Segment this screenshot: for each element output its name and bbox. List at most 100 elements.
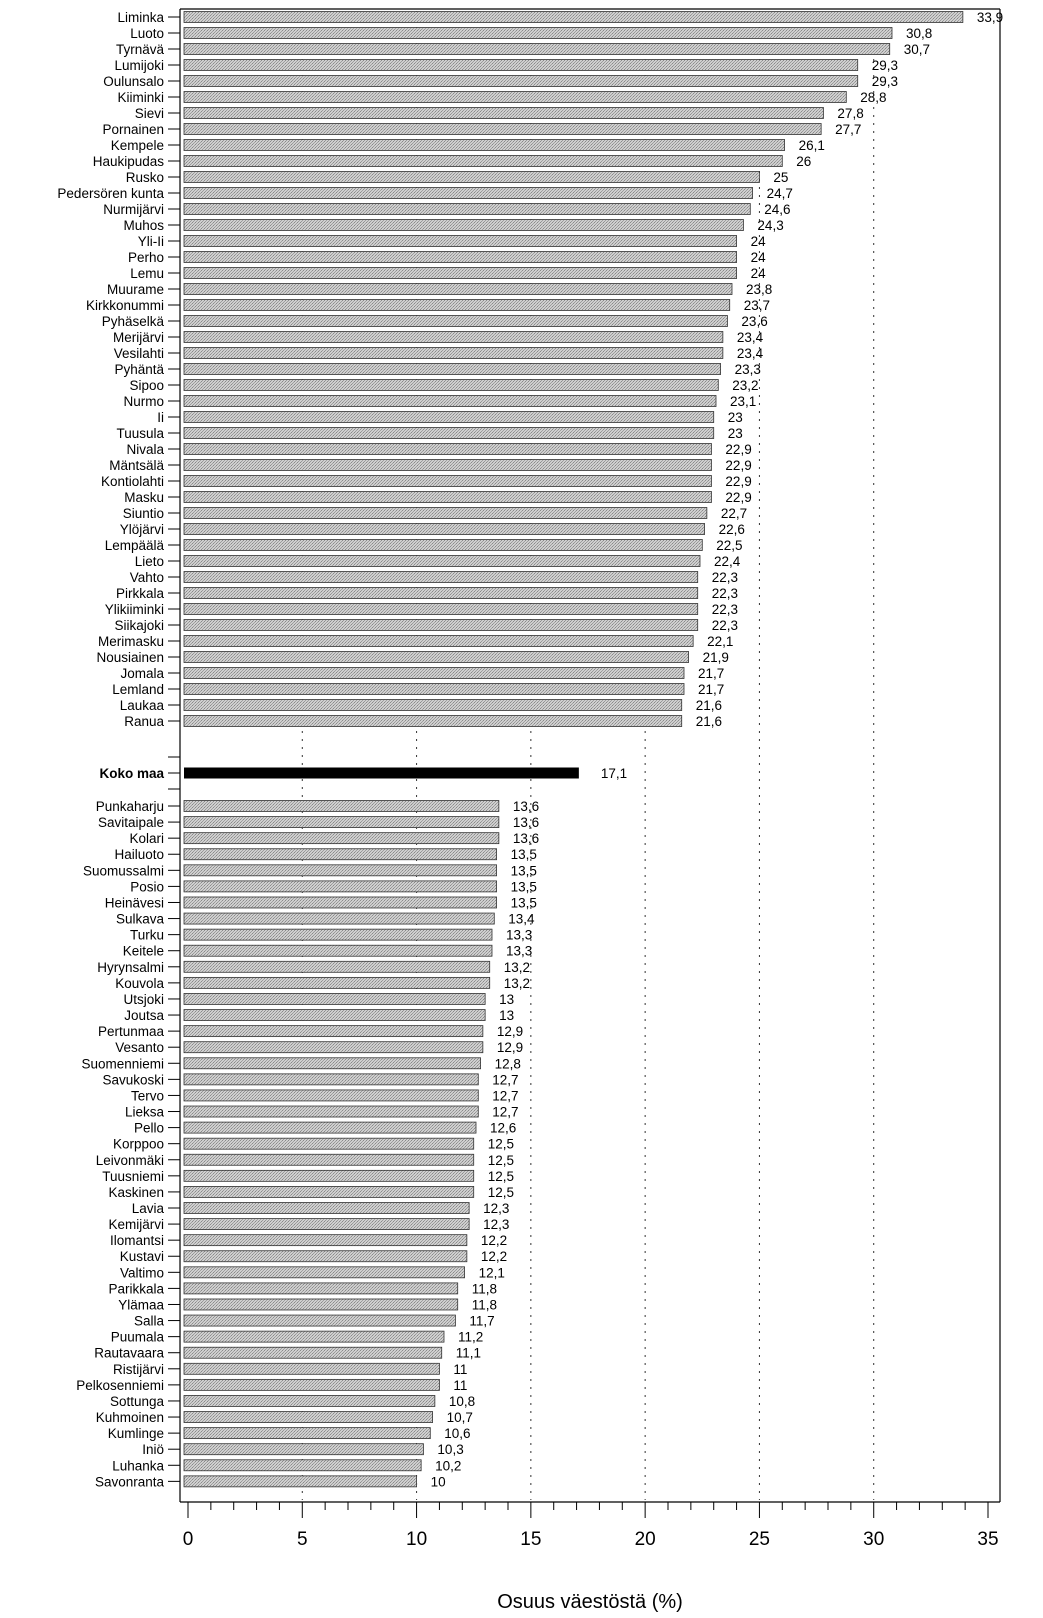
bar (183, 459, 712, 471)
category-label: Kumlinge (108, 1426, 164, 1441)
category-label: Kouvola (115, 976, 164, 991)
category-label: Vesilahti (114, 346, 164, 361)
value-label: 13,6 (513, 799, 539, 814)
bar (183, 427, 715, 439)
bar (183, 1202, 470, 1214)
value-label: 13,5 (511, 879, 537, 894)
category-label: Parikkala (108, 1281, 164, 1296)
value-label: 24 (751, 250, 767, 265)
category-label: Suomenniemi (81, 1056, 164, 1071)
value-label: 27,8 (837, 106, 863, 121)
bar (183, 896, 497, 909)
category-label: Lieksa (125, 1105, 165, 1120)
bar (183, 960, 491, 973)
plot-frame (168, 8, 1001, 1502)
value-label: 23,2 (732, 378, 758, 393)
value-label: 13,4 (508, 912, 535, 927)
value-label: 12,5 (488, 1153, 514, 1168)
category-label: Sievi (135, 106, 164, 121)
value-label: 24,7 (767, 186, 793, 201)
bar (183, 912, 495, 925)
bar (183, 507, 708, 519)
value-label: 23,4 (737, 330, 764, 345)
category-label: Ranua (124, 714, 164, 729)
value-label: 11,8 (472, 1281, 497, 1296)
category-label: Kempele (111, 138, 164, 153)
value-label: 33,9 (977, 10, 1003, 25)
x-axis-label: Osuus väestöstä (%) (497, 1591, 683, 1613)
bar (183, 251, 737, 263)
value-label: 10,3 (437, 1442, 463, 1457)
bar (183, 880, 497, 893)
category-label: Ii (157, 410, 164, 425)
bar (183, 299, 731, 311)
value-label: 22,9 (725, 490, 751, 505)
value-label: 23,7 (744, 298, 770, 313)
bar (183, 1089, 479, 1102)
category-label: Kaskinen (108, 1185, 164, 1200)
bar (183, 363, 721, 375)
value-label: 10,7 (447, 1410, 473, 1425)
value-label: 26,1 (799, 138, 825, 153)
category-label: Nivala (126, 442, 164, 457)
category-label: Savonranta (95, 1474, 165, 1489)
bar (183, 1250, 468, 1263)
category-label: Vesanto (115, 1040, 164, 1055)
category-label: Ylämaa (118, 1297, 164, 1312)
value-label: 13,6 (513, 831, 539, 846)
category-label: Kontiolahti (101, 474, 164, 489)
category-label: Tuusula (116, 426, 164, 441)
value-label: 17,1 (601, 766, 627, 781)
value-label: 22,9 (725, 458, 751, 473)
value-label: 24 (751, 266, 767, 281)
category-label: Keitele (123, 944, 164, 959)
bar (183, 651, 689, 663)
bar (183, 443, 712, 455)
category-label: Valtimo (120, 1265, 164, 1280)
value-label: 23,4 (737, 346, 764, 361)
value-label: 11 (453, 1362, 467, 1377)
value-label: 11,7 (469, 1314, 494, 1329)
category-label: Muhos (123, 218, 164, 233)
bar (183, 379, 719, 391)
value-label: 13,2 (504, 976, 530, 991)
value-label: 21,6 (696, 714, 722, 729)
value-label: 13,3 (506, 944, 532, 959)
bar (183, 491, 712, 503)
bar (183, 571, 699, 583)
value-label: 12,8 (495, 1056, 521, 1071)
value-label: 12,3 (483, 1201, 509, 1216)
category-label: Korppoo (113, 1137, 164, 1152)
value-label: 13,5 (511, 895, 537, 910)
bar (183, 635, 694, 647)
value-label: 23,8 (746, 282, 772, 297)
value-label: 22,3 (712, 586, 738, 601)
value-label: 23,1 (730, 394, 756, 409)
x-tick-label: 30 (863, 1529, 884, 1550)
value-label: 24,3 (757, 218, 783, 233)
value-label: 23,3 (735, 362, 761, 377)
category-label: Hailuoto (114, 847, 164, 862)
bar (183, 523, 705, 535)
value-label: 25 (773, 170, 788, 185)
category-label: Lemland (112, 682, 164, 697)
category-label: Posio (130, 879, 164, 894)
value-label: 10,6 (444, 1426, 470, 1441)
value-label: 12,3 (483, 1217, 509, 1232)
category-label: Pirkkala (116, 586, 165, 601)
bar (183, 1411, 433, 1423)
value-label: 23,6 (741, 314, 767, 329)
bar (183, 864, 497, 877)
category-label: Pyhäntä (114, 362, 164, 377)
bar (183, 1041, 484, 1054)
category-label: Rusko (126, 170, 164, 185)
value-label: 11 (453, 1378, 467, 1393)
bar (183, 1314, 456, 1327)
bar (183, 1121, 477, 1134)
value-label: 13,5 (511, 847, 537, 862)
x-axis: 0 5 10 15 20 25 30 35 (180, 1501, 1000, 1550)
category-label: Masku (124, 490, 164, 505)
bar (183, 1298, 459, 1311)
value-label: 12,5 (488, 1169, 514, 1184)
value-label: 10 (431, 1474, 446, 1489)
